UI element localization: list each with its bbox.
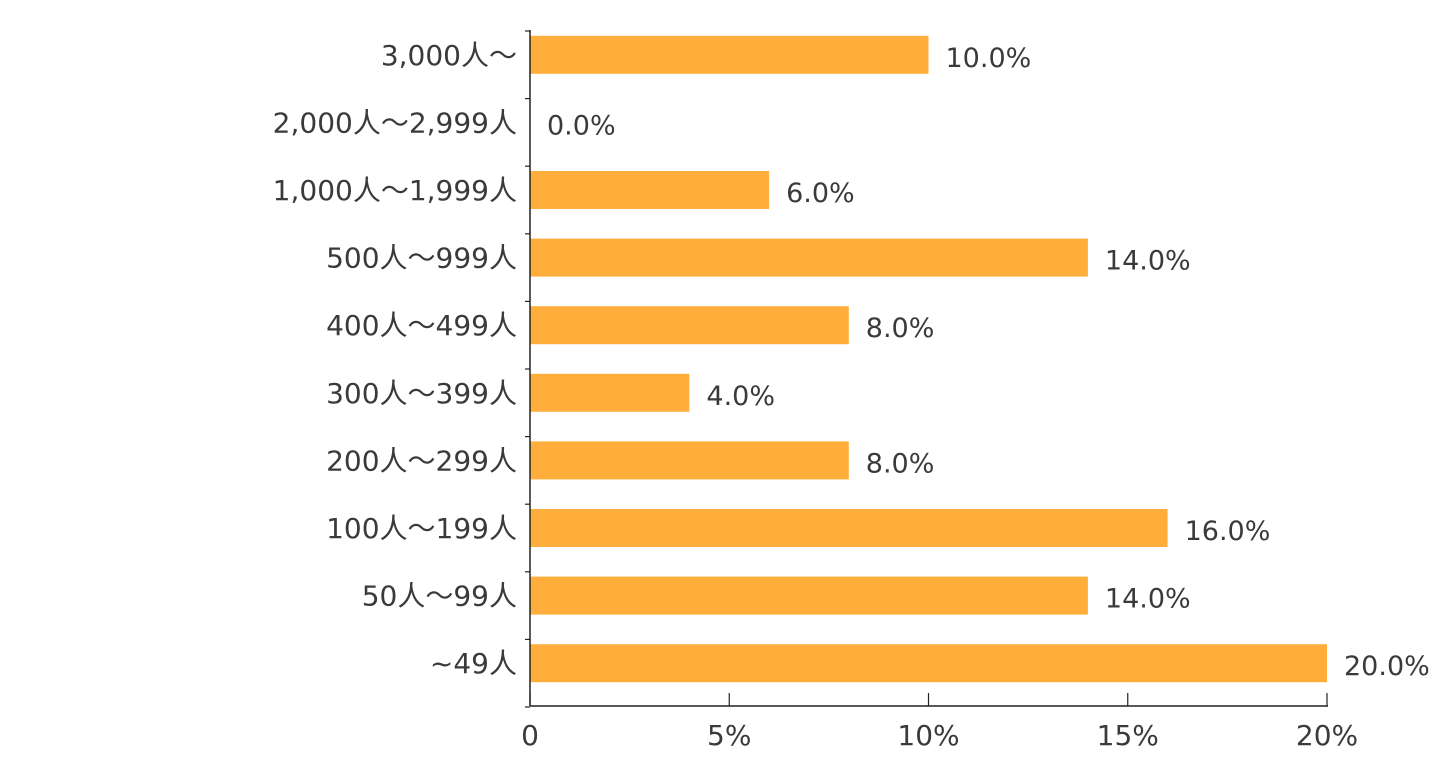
category-label: 300人～399人 bbox=[326, 377, 517, 410]
data-label: 8.0% bbox=[866, 313, 935, 344]
data-label: 20.0% bbox=[1344, 651, 1430, 682]
bar bbox=[530, 306, 849, 345]
category-label: 100人～199人 bbox=[326, 512, 517, 545]
category-label: ~49人 bbox=[430, 647, 517, 680]
category-label: 3,000人～ bbox=[381, 39, 517, 72]
data-label: 14.0% bbox=[1105, 246, 1191, 277]
data-label: 0.0% bbox=[547, 110, 616, 141]
x-tick-label: 5% bbox=[707, 719, 751, 752]
axes-group bbox=[525, 30, 1328, 708]
data-label: 8.0% bbox=[866, 448, 935, 479]
x-tick-label: 10% bbox=[897, 719, 959, 752]
data-label: 10.0% bbox=[946, 43, 1032, 74]
bar bbox=[530, 576, 1088, 615]
bar bbox=[530, 238, 1088, 277]
category-label: 50人～99人 bbox=[362, 580, 517, 613]
category-label: 400人～499人 bbox=[326, 309, 517, 342]
data-label: 14.0% bbox=[1105, 584, 1191, 615]
labels-group: 3,000人～ 10.0% 2,000人～2,999人 0.0% 1,000人～1,99… bbox=[273, 39, 1430, 752]
bar bbox=[530, 509, 1168, 547]
x-tick-label: 20% bbox=[1296, 719, 1358, 752]
data-label: 6.0% bbox=[786, 178, 855, 209]
data-label: 4.0% bbox=[706, 381, 775, 412]
category-label: 1,000人～1,999人 bbox=[273, 174, 517, 207]
bar bbox=[530, 171, 770, 209]
category-label: 500人～999人 bbox=[326, 242, 517, 275]
bar bbox=[530, 644, 1327, 683]
bar bbox=[530, 373, 690, 412]
data-label: 16.0% bbox=[1185, 516, 1271, 547]
bar bbox=[530, 441, 849, 480]
bar bbox=[530, 35, 929, 74]
category-label: 2,000人～2,999人 bbox=[273, 106, 517, 139]
x-tick-label: 0 bbox=[521, 719, 539, 752]
x-tick-label: 15% bbox=[1097, 719, 1159, 752]
bars-group bbox=[530, 35, 1327, 683]
category-label: 200人～299人 bbox=[326, 444, 517, 477]
